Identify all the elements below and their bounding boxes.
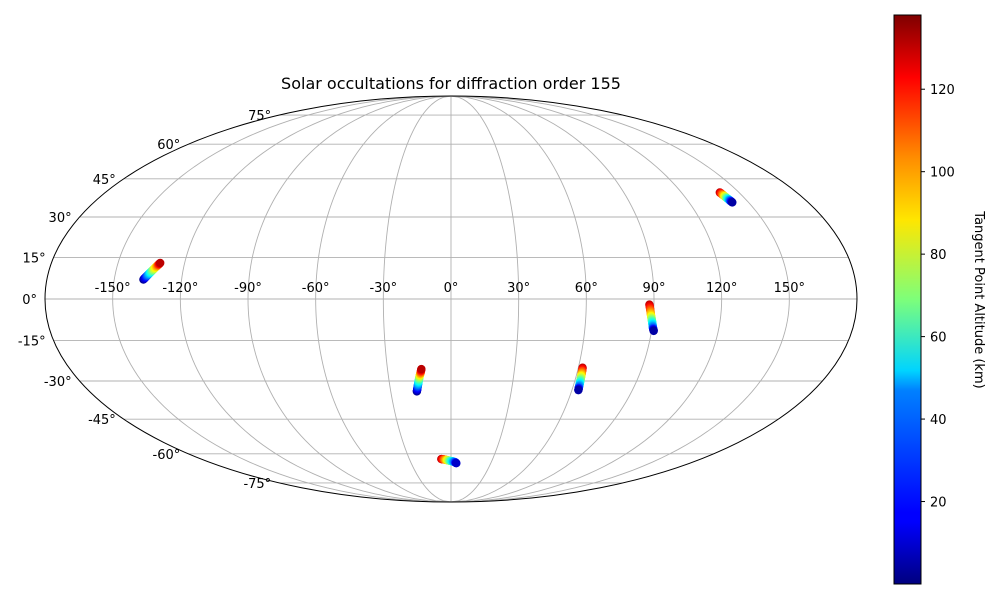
latitude-tick-label: -45° xyxy=(88,413,116,428)
longitude-tick-label: 30° xyxy=(507,281,530,296)
longitude-tick-label: -90° xyxy=(234,281,262,296)
data-point xyxy=(156,258,165,268)
data-point xyxy=(574,385,583,395)
colorbar xyxy=(893,14,922,585)
data-point xyxy=(649,326,658,336)
latitude-tick-label: 0° xyxy=(22,293,37,308)
colorbar-ticks: 20 40 60 80 100 120 xyxy=(921,83,955,511)
longitude-tick-label: 0° xyxy=(444,281,459,296)
chart-title: Solar occultations for diffraction order… xyxy=(281,74,621,93)
colorbar-tick-label: 60 xyxy=(930,331,947,346)
longitude-tick-label: -30° xyxy=(369,281,397,296)
occultation-track xyxy=(645,300,658,336)
occultation-track xyxy=(412,364,426,396)
longitude-tick-label: -60° xyxy=(302,281,330,296)
occultation-track xyxy=(574,363,587,395)
latitude-tick-label: 75° xyxy=(248,109,271,124)
map-grid xyxy=(45,96,857,502)
data-point xyxy=(728,198,737,207)
occultation-track xyxy=(715,188,737,207)
latitude-tick-label: 15° xyxy=(23,251,46,266)
colorbar-tick-label: 80 xyxy=(930,248,947,263)
data-point xyxy=(417,364,426,374)
latitude-tick-label: -75° xyxy=(243,477,271,492)
latitude-tick-label: 45° xyxy=(93,173,116,188)
colorbar-label: Tangent Point Altitude (km) xyxy=(971,210,986,388)
longitude-tick-label: 60° xyxy=(575,281,598,296)
data-point xyxy=(452,458,461,468)
latitude-tick-label: 60° xyxy=(157,138,180,153)
occultation-track xyxy=(139,258,165,284)
colorbar-tick-label: 100 xyxy=(930,166,955,181)
latitude-tick-label: -15° xyxy=(18,335,46,350)
latitude-tick-labels: -75° -60° -45° -30° -15° 0° 15° 30° 45° 60° 75° xyxy=(18,109,271,492)
longitude-tick-label: 90° xyxy=(642,281,665,296)
longitude-tick-label: 150° xyxy=(774,281,805,296)
colorbar-tick-label: 40 xyxy=(930,413,947,428)
longitude-tick-label: 120° xyxy=(706,281,737,296)
latitude-tick-label: -30° xyxy=(44,375,72,390)
longitude-tick-label: -120° xyxy=(162,281,198,296)
map-boundary xyxy=(44,95,858,503)
occultation-points xyxy=(139,188,737,468)
colorbar-tick-label: 20 xyxy=(930,496,947,511)
longitude-tick-labels: -150° -120° -90° -60° -30° 0° 30° 60° 90° 120° 150… xyxy=(95,281,805,296)
occultation-track xyxy=(437,454,461,468)
longitude-tick-label: -150° xyxy=(95,281,131,296)
latitude-tick-label: 30° xyxy=(49,211,72,226)
colorbar-tick-label: 120 xyxy=(930,83,955,98)
latitude-tick-label: -60° xyxy=(153,448,181,463)
